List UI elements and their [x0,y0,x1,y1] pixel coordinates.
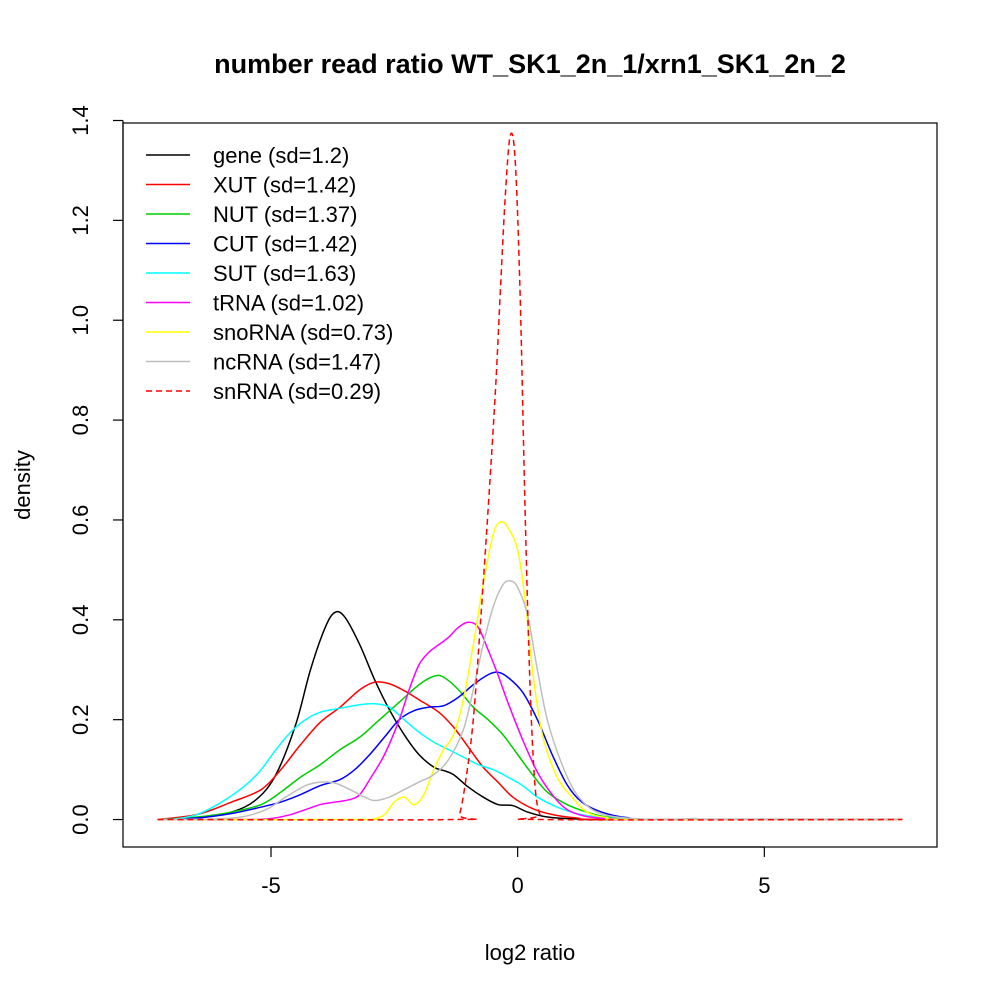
y-tick-label: 1.0 [68,305,93,336]
y-tick-label: 0.2 [68,704,93,735]
series-layer [157,132,903,821]
legend-label-trna: tRNA (sd=1.02) [213,291,364,316]
legend-label-ncrna: ncRNA (sd=1.47) [213,350,381,375]
legend-label-cut: CUT (sd=1.42) [213,232,357,257]
y-tick-label: 0.8 [68,405,93,436]
legend-label-sut: SUT (sd=1.63) [213,261,356,286]
series-line-ncrna [157,579,903,821]
series-line-trna [172,621,903,821]
legend: gene (sd=1.2) XUT (sd=1.42) NUT (sd=1.37) C… [146,143,393,404]
y-axis-label: density [10,450,35,520]
series-line-gene [157,610,903,821]
y-tick-label: 0.6 [68,505,93,536]
series-line-xut [157,681,903,821]
y-tick-label: 1.4 [68,105,93,136]
y-tick-label: 0.0 [68,804,93,835]
legend-label-gene: gene (sd=1.2) [213,143,349,168]
y-tick-label: 1.2 [68,205,93,236]
legend-label-xut: XUT (sd=1.42) [213,173,356,198]
chart-title: number read ratio WT_SK1_2n_1/xrn1_SK1_2… [214,49,846,79]
series-line-snrna [157,132,903,821]
x-tick-label: 0 [512,873,524,898]
x-tick-label: -5 [261,873,281,898]
y-axis: 0.0 0.2 0.4 0.6 0.8 1.0 1.2 1.4 [68,105,124,835]
series-line-cut [157,671,903,821]
series-line-snorna [157,520,903,821]
legend-label-snrna: snRNA (sd=0.29) [213,379,381,404]
x-axis: -5 0 5 [261,846,770,898]
legend-label-snorna: snoRNA (sd=0.73) [213,320,393,345]
y-tick-label: 0.4 [68,605,93,636]
legend-label-nut: NUT (sd=1.37) [213,202,357,227]
x-axis-label: log2 ratio [485,940,576,965]
x-tick-label: 5 [758,873,770,898]
